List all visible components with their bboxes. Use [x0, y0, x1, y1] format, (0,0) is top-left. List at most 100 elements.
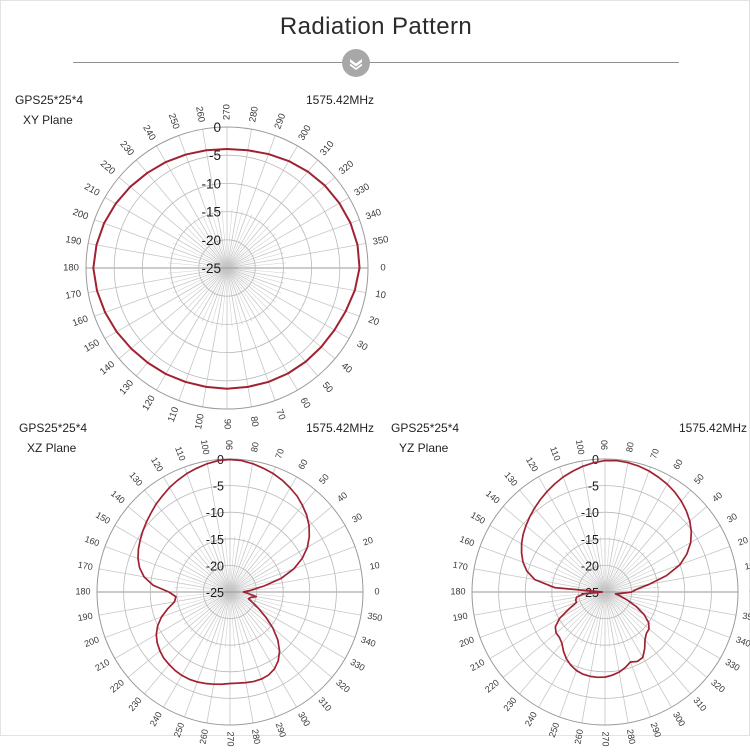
svg-text:260: 260	[573, 728, 585, 745]
svg-text:310: 310	[318, 139, 337, 158]
svg-text:150: 150	[82, 337, 101, 354]
double-chevron-down-icon	[342, 49, 370, 77]
svg-text:340: 340	[364, 207, 383, 223]
svg-text:20: 20	[367, 314, 381, 328]
svg-text:-20: -20	[201, 233, 221, 248]
svg-text:120: 120	[524, 455, 540, 473]
svg-text:230: 230	[117, 139, 136, 158]
svg-text:70: 70	[648, 447, 661, 460]
svg-text:290: 290	[272, 112, 288, 131]
svg-text:0: 0	[592, 453, 599, 467]
svg-text:130: 130	[117, 378, 136, 397]
svg-text:200: 200	[83, 634, 101, 649]
svg-text:100: 100	[199, 439, 211, 456]
svg-text:220: 220	[108, 677, 126, 694]
svg-text:150: 150	[469, 510, 487, 526]
svg-text:-20: -20	[581, 559, 599, 573]
svg-text:110: 110	[166, 406, 182, 424]
svg-text:290: 290	[274, 721, 289, 739]
svg-text:40: 40	[710, 490, 724, 504]
chart-xy-model-label: GPS25*25*4	[15, 93, 84, 107]
svg-text:140: 140	[109, 488, 127, 505]
svg-text:300: 300	[296, 123, 313, 142]
svg-text:190: 190	[452, 611, 469, 623]
svg-text:90: 90	[224, 440, 234, 450]
svg-text:-10: -10	[201, 176, 221, 191]
svg-text:280: 280	[250, 728, 262, 745]
svg-text:190: 190	[65, 234, 83, 248]
svg-text:290: 290	[649, 721, 664, 739]
svg-text:170: 170	[65, 288, 83, 302]
svg-text:100: 100	[193, 413, 207, 431]
svg-text:160: 160	[83, 534, 101, 549]
svg-text:120: 120	[149, 455, 165, 473]
svg-text:250: 250	[166, 112, 182, 131]
svg-text:-5: -5	[213, 480, 224, 494]
svg-text:320: 320	[337, 158, 356, 177]
svg-text:-15: -15	[206, 533, 224, 547]
svg-text:170: 170	[77, 560, 94, 572]
svg-text:70: 70	[273, 408, 287, 422]
svg-text:90: 90	[599, 440, 609, 450]
svg-text:-25: -25	[201, 261, 221, 276]
svg-text:160: 160	[71, 313, 90, 329]
svg-text:320: 320	[709, 677, 727, 694]
svg-text:100: 100	[574, 439, 586, 456]
svg-text:10: 10	[369, 560, 381, 572]
svg-text:230: 230	[501, 695, 518, 713]
svg-text:-15: -15	[581, 533, 599, 547]
svg-text:150: 150	[94, 510, 112, 526]
svg-text:240: 240	[148, 710, 164, 728]
svg-text:60: 60	[298, 396, 313, 411]
svg-text:260: 260	[193, 106, 207, 124]
svg-text:220: 220	[483, 677, 501, 694]
svg-text:10: 10	[744, 560, 750, 572]
chart-xz-plane-label: XZ Plane	[27, 441, 77, 455]
svg-text:140: 140	[98, 359, 117, 378]
svg-text:230: 230	[126, 695, 143, 713]
svg-text:40: 40	[339, 361, 354, 376]
svg-text:250: 250	[547, 721, 562, 739]
svg-text:280: 280	[247, 106, 261, 124]
svg-text:200: 200	[458, 634, 476, 649]
svg-text:60: 60	[671, 458, 685, 472]
svg-text:-5: -5	[588, 480, 599, 494]
svg-text:30: 30	[350, 511, 364, 525]
svg-text:20: 20	[362, 535, 375, 548]
svg-text:110: 110	[548, 445, 562, 462]
svg-text:320: 320	[334, 677, 352, 694]
svg-text:330: 330	[724, 657, 742, 673]
svg-text:300: 300	[671, 710, 687, 728]
svg-text:180: 180	[75, 586, 90, 596]
svg-text:160: 160	[458, 534, 476, 549]
svg-text:130: 130	[127, 470, 144, 488]
chart-yz-plane-label: YZ Plane	[399, 441, 449, 455]
svg-text:50: 50	[320, 380, 335, 395]
svg-text:200: 200	[71, 207, 90, 223]
svg-text:300: 300	[296, 710, 312, 728]
chart-xz-frequency-label: 1575.42MHz	[306, 421, 375, 435]
svg-text:190: 190	[77, 611, 94, 623]
svg-text:50: 50	[317, 472, 331, 486]
page-title: Radiation Pattern	[279, 13, 473, 40]
svg-text:0: 0	[380, 263, 385, 274]
svg-text:30: 30	[355, 339, 370, 354]
svg-text:240: 240	[140, 123, 157, 142]
svg-text:90: 90	[221, 419, 232, 430]
svg-text:10: 10	[374, 289, 386, 302]
svg-text:350: 350	[367, 611, 384, 623]
svg-text:340: 340	[735, 634, 750, 649]
header-divider-line	[73, 62, 679, 63]
svg-text:80: 80	[249, 441, 261, 453]
svg-text:-5: -5	[209, 148, 221, 163]
svg-text:280: 280	[625, 728, 637, 745]
chart-yz-model-label: GPS25*25*4	[391, 421, 460, 435]
svg-text:250: 250	[172, 721, 187, 739]
svg-text:220: 220	[98, 158, 117, 177]
svg-text:180: 180	[63, 263, 79, 274]
svg-text:340: 340	[360, 634, 378, 649]
chart-yz-frequency-label: 1575.42MHz	[679, 421, 748, 435]
svg-text:180: 180	[450, 586, 465, 596]
svg-text:310: 310	[691, 695, 708, 713]
svg-text:-10: -10	[581, 506, 599, 520]
